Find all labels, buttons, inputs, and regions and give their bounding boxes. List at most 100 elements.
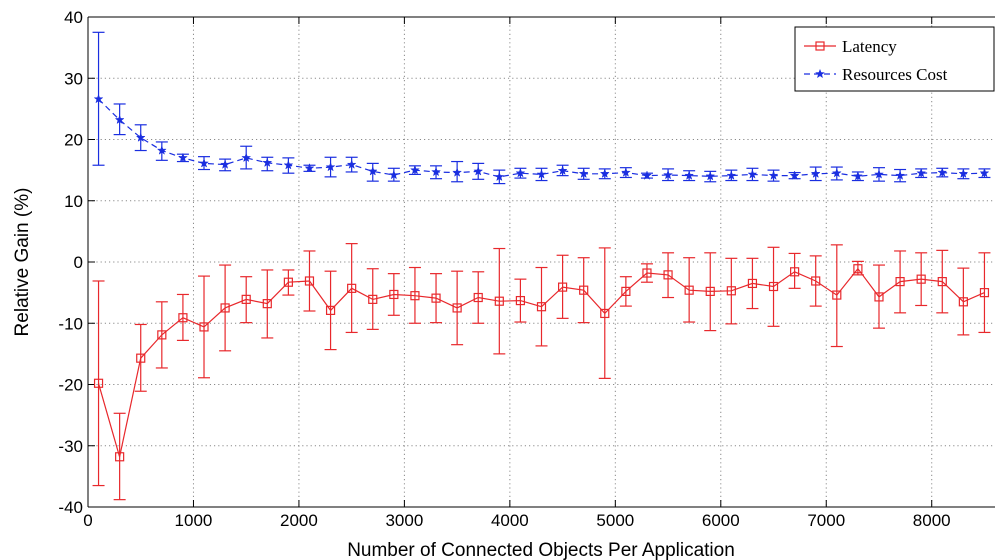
data-point (136, 353, 146, 363)
y-tick-label: 40 (64, 8, 83, 27)
data-point (810, 168, 821, 179)
data-point (832, 290, 842, 300)
legend-box (794, 26, 995, 92)
data-point (473, 166, 484, 176)
plot-area (88, 17, 995, 507)
data-point (958, 168, 969, 179)
legend-marker (814, 68, 826, 79)
series (92, 31, 991, 501)
series-line (97, 267, 985, 457)
y-tick-label: 10 (64, 192, 83, 211)
data-point (199, 322, 209, 332)
data-point (958, 297, 968, 307)
data-point (811, 276, 821, 286)
data-point (642, 268, 652, 278)
data-point (641, 170, 652, 180)
data-point (262, 157, 273, 168)
x-tick-label: 1000 (175, 511, 213, 530)
y-tick-label: 20 (64, 131, 83, 150)
data-point (283, 159, 294, 170)
data-point (536, 169, 547, 179)
data-point (388, 169, 399, 180)
data-point (747, 169, 758, 179)
data-point (726, 286, 736, 296)
data-point (431, 166, 442, 177)
x-tick-label: 6000 (702, 511, 740, 530)
data-point (789, 170, 800, 180)
data-point (684, 285, 694, 295)
data-point (114, 114, 125, 125)
y-axis-label: Relative Gain (%) (12, 188, 33, 337)
legend-marker (815, 41, 825, 51)
data-point (262, 299, 272, 309)
x-tick-label: 3000 (385, 511, 423, 530)
data-point (536, 302, 547, 312)
y-tick-label: 0 (74, 253, 83, 272)
data-point (852, 171, 863, 181)
data-point (916, 167, 927, 178)
data-point (620, 167, 631, 177)
data-point (726, 170, 737, 180)
y-tick-label: -20 (58, 376, 83, 395)
y-tick-label: -30 (58, 437, 83, 456)
data-point (347, 283, 357, 293)
data-point (473, 292, 483, 303)
data-point (178, 313, 188, 323)
data-point (452, 167, 463, 177)
data-point (156, 145, 167, 155)
data-point (937, 167, 948, 177)
data-point (346, 159, 357, 169)
data-point (494, 171, 505, 182)
axes: 0 1000 2000 3000 4000 5000 6000 7000 8000 -40 -30 -… (58, 8, 995, 530)
data-point (979, 167, 990, 178)
legend: Latency Resources Cost (794, 26, 995, 92)
data-point (515, 295, 526, 306)
data-point (410, 291, 420, 301)
data-point (389, 289, 399, 300)
data-point (873, 169, 885, 179)
data-point (157, 330, 167, 340)
data-point (515, 167, 526, 178)
data-point (368, 294, 378, 304)
x-tick-label: 7000 (807, 511, 845, 530)
data-point (241, 294, 251, 304)
data-point (283, 277, 293, 287)
data-point (853, 264, 863, 274)
data-point (220, 159, 231, 169)
data-point (557, 282, 568, 292)
data-point (874, 292, 884, 302)
data-point (93, 378, 104, 388)
data-point (409, 164, 420, 175)
data-point (452, 303, 462, 313)
data-point (663, 270, 673, 280)
data-point (579, 285, 589, 295)
data-point (304, 163, 315, 173)
legend-label: Latency (842, 37, 897, 56)
data-point (663, 169, 674, 180)
data-point (304, 276, 315, 286)
data-point (895, 170, 906, 180)
data-point (790, 267, 800, 277)
data-point (198, 158, 210, 168)
data-point (979, 288, 990, 298)
data-point (177, 152, 188, 163)
x-tick-label: 4000 (491, 511, 529, 530)
data-point (705, 171, 716, 181)
x-axis-label: Number of Connected Objects Per Applicat… (347, 540, 735, 560)
data-point (768, 170, 779, 180)
data-point (325, 305, 336, 315)
data-point (768, 281, 779, 292)
data-point (599, 168, 610, 179)
data-point (494, 296, 504, 306)
data-point (220, 303, 230, 313)
x-tick-label: 5000 (596, 511, 634, 530)
x-tick-label: 8000 (913, 511, 951, 530)
series-resources-cost (92, 31, 991, 185)
series-latency (92, 243, 991, 501)
data-point (578, 168, 589, 179)
legend-label: Resources Cost (842, 65, 948, 84)
grid (88, 17, 995, 507)
data-point (684, 170, 695, 180)
x-tick-label: 0 (83, 511, 92, 530)
